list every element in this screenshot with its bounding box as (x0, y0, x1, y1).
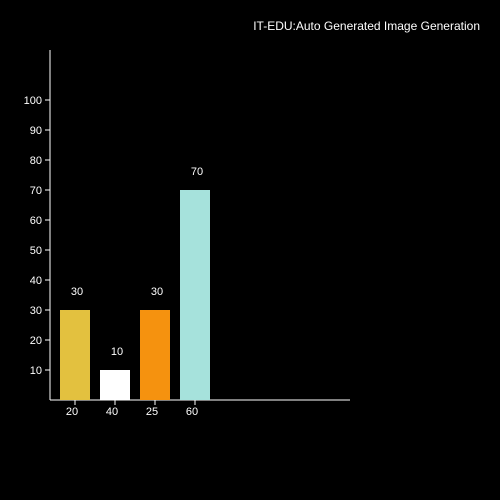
x-axis-ticks: 20 40 25 60 (66, 400, 198, 418)
data-labels: 30 10 30 70 (71, 166, 203, 358)
x-tick-label: 60 (186, 406, 198, 418)
y-tick-label: 50 (30, 245, 42, 257)
y-tick-label: 100 (24, 95, 42, 107)
y-tick-label: 60 (30, 215, 42, 227)
y-tick-label: 10 (30, 365, 42, 377)
x-tick-label: 20 (66, 406, 78, 418)
bar (180, 190, 210, 400)
y-tick-label: 90 (30, 125, 42, 137)
bar (100, 370, 130, 400)
y-tick-label: 80 (30, 155, 42, 167)
y-tick-label: 70 (30, 185, 42, 197)
y-tick-label: 20 (30, 335, 42, 347)
bar (60, 310, 90, 400)
bar-value-label: 70 (191, 166, 203, 178)
y-tick-label: 40 (30, 275, 42, 287)
bar-value-label: 10 (111, 346, 123, 358)
bar (140, 310, 170, 400)
x-tick-label: 40 (106, 406, 118, 418)
bar-series (60, 190, 210, 400)
chart-title: IT-EDU:Auto Generated Image Generation (253, 19, 480, 33)
x-tick-label: 25 (146, 406, 158, 418)
y-axis-ticks: 10 20 30 40 50 60 70 80 90 100 (24, 95, 50, 377)
bar-value-label: 30 (71, 286, 83, 298)
bar-value-label: 30 (151, 286, 163, 298)
y-tick-label: 30 (30, 305, 42, 317)
